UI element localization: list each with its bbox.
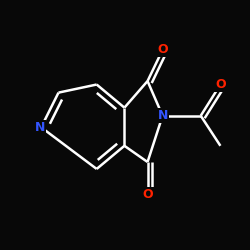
Text: N: N (158, 109, 168, 122)
Text: N: N (35, 121, 45, 134)
Text: O: O (215, 78, 226, 91)
Text: O: O (142, 188, 153, 201)
Text: O: O (157, 43, 168, 56)
